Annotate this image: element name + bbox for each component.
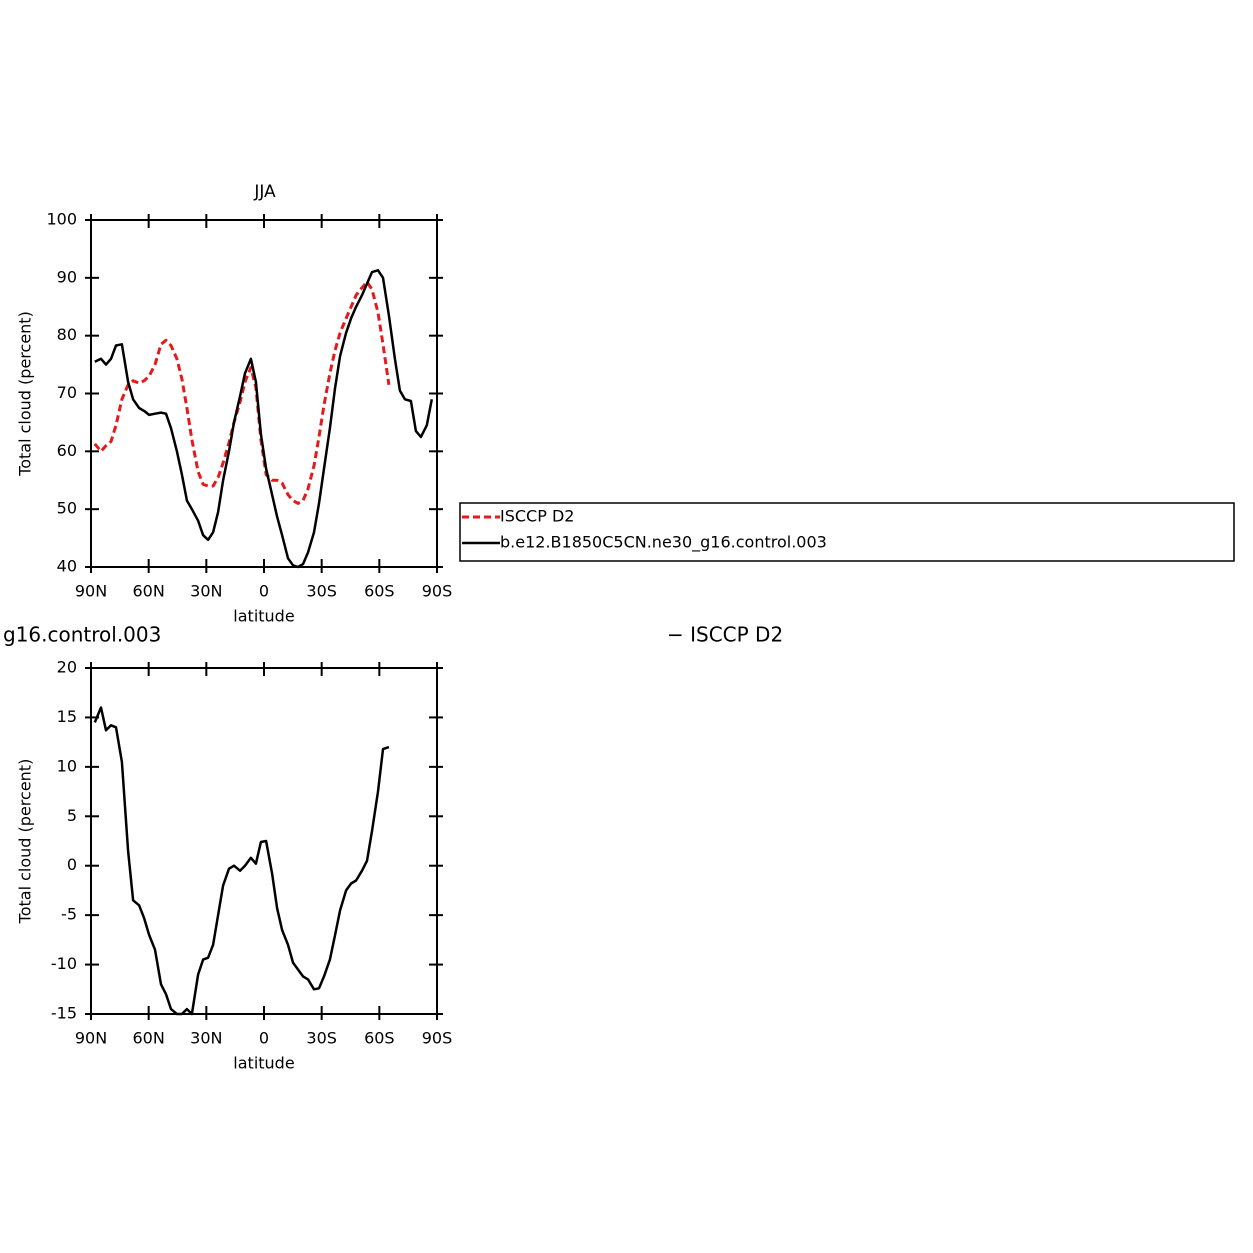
y-tick-label: 10 — [57, 756, 77, 775]
plot-frame — [90, 219, 438, 568]
y-tick-label: 100 — [46, 210, 77, 229]
x-tick-label: 60S — [364, 1029, 395, 1048]
x-tick-label: 90N — [75, 582, 107, 601]
x-axis-label: latitude — [233, 607, 294, 626]
x-tick-label: 90S — [422, 582, 453, 601]
x-tick-label: 30N — [190, 582, 222, 601]
y-tick-label: 80 — [57, 325, 77, 344]
data-line — [93, 280, 391, 505]
chart-title: JJA — [253, 182, 276, 202]
data-line — [94, 269, 434, 569]
y-tick-label: 5 — [67, 806, 77, 825]
chart-subtitle: − ISCCP D2 — [667, 623, 783, 647]
y-axis-label: Total cloud (percent) — [16, 759, 35, 925]
legend-label: ISCCP D2 — [500, 507, 574, 526]
legend-box — [459, 502, 1235, 562]
x-tick-label: 30N — [190, 1029, 222, 1048]
x-tick-label: 90N — [75, 1029, 107, 1048]
y-tick-label: 50 — [57, 499, 77, 518]
data-line — [93, 706, 390, 1016]
y-axis-label: Total cloud (percent) — [16, 311, 35, 477]
y-tick-label: -15 — [51, 1004, 77, 1023]
chart-title: g16.control.003 — [3, 623, 161, 647]
x-tick-label: 60S — [364, 582, 395, 601]
y-tick-label: 60 — [57, 441, 77, 460]
x-tick-label: 0 — [259, 582, 269, 601]
y-tick-label: 15 — [57, 707, 77, 726]
x-tick-label: 60N — [133, 1029, 165, 1048]
y-tick-label: 20 — [57, 658, 77, 677]
x-tick-label: 0 — [259, 1029, 269, 1048]
y-tick-label: 90 — [57, 267, 77, 286]
legend-label: b.e12.B1850C5CN.ne30_g16.control.003 — [500, 533, 827, 553]
x-tick-label: 60N — [133, 582, 165, 601]
y-tick-label: -5 — [61, 905, 77, 924]
x-tick-label: 30S — [306, 1029, 337, 1048]
y-tick-label: 0 — [67, 855, 77, 874]
x-tick-label: 90S — [422, 1029, 453, 1048]
y-tick-label: 70 — [57, 383, 77, 402]
x-axis-label: latitude — [233, 1054, 294, 1073]
y-tick-label: 40 — [57, 557, 77, 576]
x-tick-label: 30S — [306, 582, 337, 601]
y-tick-label: -10 — [51, 954, 77, 973]
